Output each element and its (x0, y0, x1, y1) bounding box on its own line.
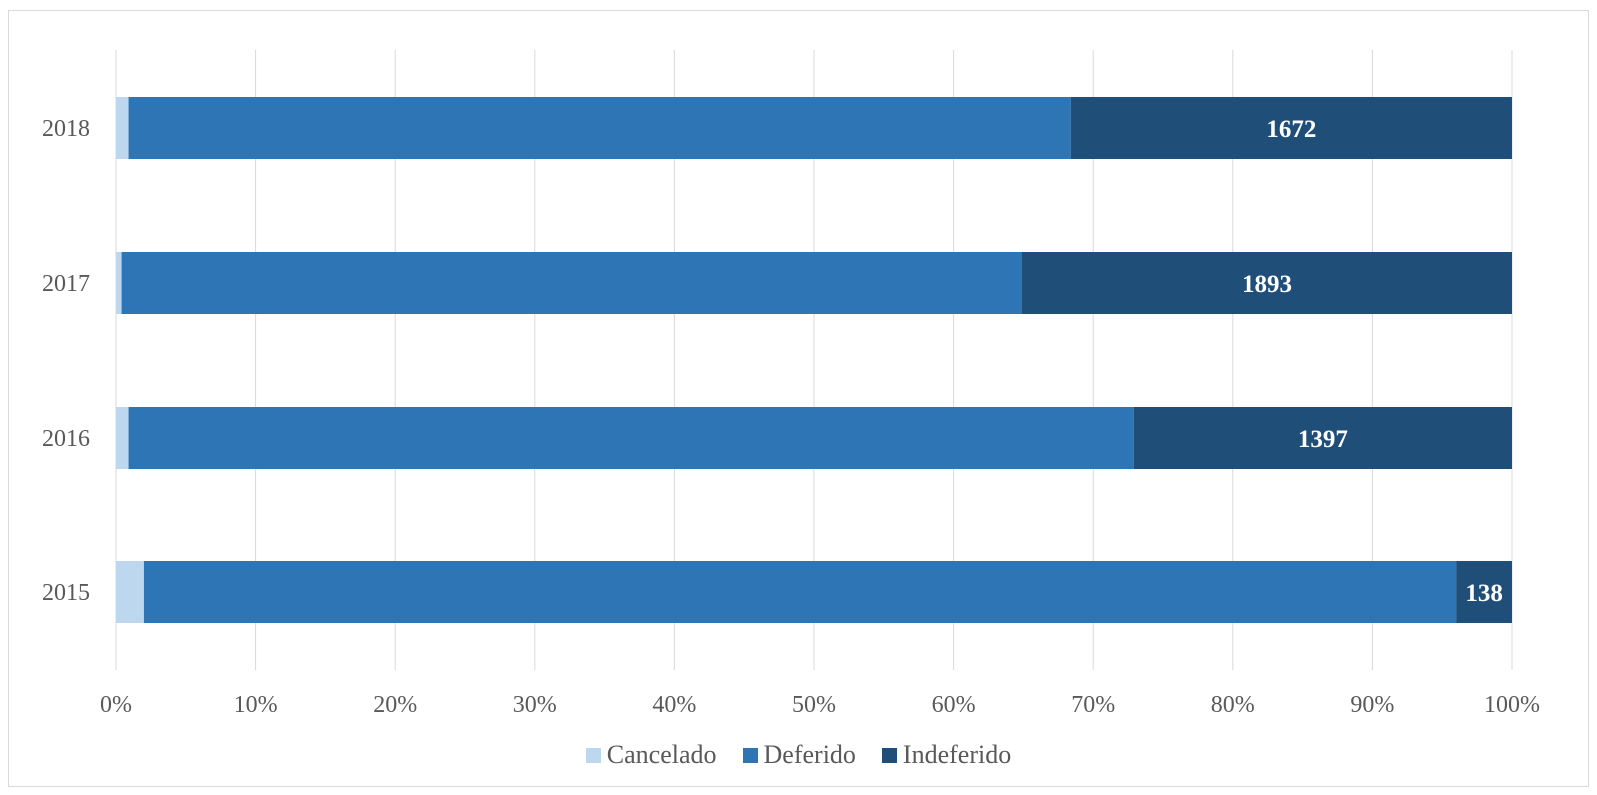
legend-item-indeferido: Indeferido (881, 740, 1012, 770)
bar-segment-cancelado (116, 561, 144, 623)
y-axis-labels: 2018 2017 2016 2015 (42, 116, 90, 606)
x-tick-label: 80% (1211, 692, 1255, 718)
legend-swatch (585, 747, 601, 763)
data-label: 1893 (1242, 271, 1292, 298)
data-label: 1672 (1266, 116, 1316, 143)
legend: Cancelado Deferido Indeferido (0, 740, 1597, 770)
bar-segment-cancelado (116, 97, 129, 159)
y-tick-label: 2016 (42, 426, 90, 452)
x-tick-label: 0% (100, 692, 132, 718)
legend-swatch (742, 747, 758, 763)
legend-item-cancelado: Cancelado (585, 740, 717, 770)
x-tick-label: 30% (513, 692, 557, 718)
legend-label: Cancelado (606, 740, 717, 769)
bar-segment-indeferido (1070, 97, 1512, 159)
x-tick-label: 100% (1484, 692, 1540, 718)
bar-segment-deferido (143, 561, 1457, 623)
x-tick-label: 70% (1071, 692, 1115, 718)
y-tick-label: 2017 (42, 271, 90, 297)
x-axis-labels: 0% 10% 20% 30% 40% 50% 60% 70% 80% 90% 100% (100, 692, 1540, 718)
x-tick-label: 60% (932, 692, 976, 718)
bar-segment-indeferido (1133, 407, 1512, 469)
x-tick-label: 10% (234, 692, 278, 718)
bar-segment-cancelado (116, 407, 129, 469)
legend-label: Indeferido (902, 740, 1012, 769)
bar-segment-deferido (121, 252, 1023, 314)
bar-segment-indeferido (1456, 561, 1512, 623)
legend-swatch (881, 747, 897, 763)
bar-segment-cancelado (116, 252, 122, 314)
y-tick-label: 2015 (42, 580, 90, 606)
x-tick-label: 50% (792, 692, 836, 718)
legend-item-deferido: Deferido (742, 740, 856, 770)
data-label: 138 (1465, 580, 1503, 607)
data-label: 1397 (1298, 426, 1348, 453)
x-tick-label: 40% (652, 692, 696, 718)
legend-label: Deferido (763, 740, 856, 769)
bar-segment-deferido (128, 407, 1134, 469)
y-tick-label: 2018 (42, 116, 90, 142)
bar-segment-deferido (128, 97, 1071, 159)
bar-segment-indeferido (1022, 252, 1512, 314)
x-tick-label: 20% (373, 692, 417, 718)
bars: 1672 1893 1397 138 (116, 97, 1512, 623)
x-tick-label: 90% (1350, 692, 1394, 718)
